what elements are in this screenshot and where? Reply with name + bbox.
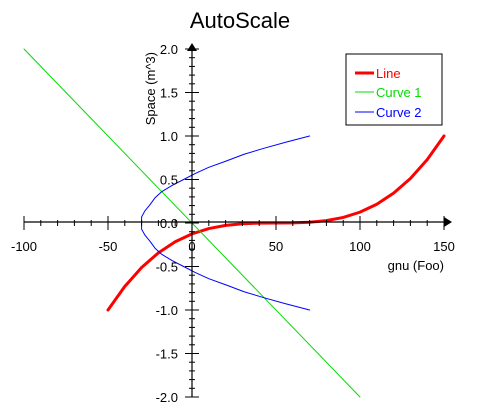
y-tick-label: 1.5 <box>160 86 178 101</box>
ticks-layer: -100 -50 0 50 100 150 -2.0 -1.5 -1.0 -0.5 0.0 0.5 1.… <box>11 42 455 405</box>
x-tick-label: 0 <box>188 239 195 254</box>
x-tick-label: 150 <box>433 239 455 254</box>
x-axis-arrow <box>444 217 452 227</box>
y-tick-label: -0.5 <box>156 260 178 275</box>
x-tick-label: -50 <box>99 239 118 254</box>
legend: Line Curve 1 Curve 2 <box>345 53 443 126</box>
y-tick-label: -1.0 <box>156 303 178 318</box>
x-tick-label: 100 <box>349 239 371 254</box>
y-tick-label: 0.0 <box>160 216 178 231</box>
x-tick-label: 50 <box>269 239 283 254</box>
y-axis-label: Space (m^3) <box>143 52 158 125</box>
y-tick-label: 1.0 <box>160 129 178 144</box>
chart-title: AutoScale <box>190 8 290 33</box>
y-tick-label: -1.5 <box>156 347 178 362</box>
y-tick-label: 2.0 <box>160 42 178 57</box>
x-axis-label: gnu (Foo) <box>388 258 444 273</box>
legend-label-curve-2: Curve 2 <box>376 105 422 120</box>
legend-box <box>345 53 443 126</box>
x-tick-label: -100 <box>11 239 37 254</box>
legend-label-line: Line <box>376 66 401 81</box>
legend-label-curve-1: Curve 1 <box>376 85 422 100</box>
y-axis-arrow <box>187 43 197 51</box>
y-tick-label: 0.5 <box>160 173 178 188</box>
y-tick-label: -2.0 <box>156 390 178 405</box>
